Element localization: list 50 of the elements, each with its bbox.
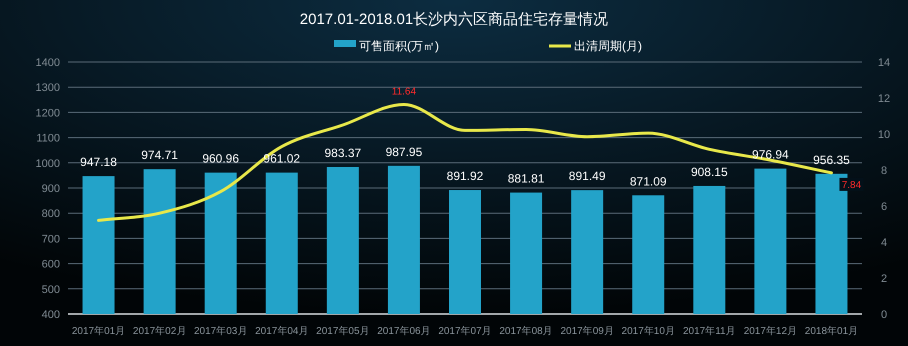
legend-label: 出清周期(月)	[574, 39, 642, 53]
data-label: 956.35	[813, 152, 850, 167]
data-label: 871.09	[630, 174, 667, 188]
y-tick-label: 700	[42, 233, 60, 246]
x-tick-label: 2017年03月	[194, 325, 248, 337]
x-tick-label: 2017年11月	[682, 325, 736, 337]
x-tick-label: 2017年09月	[560, 325, 614, 337]
y2-tick-label: 8	[880, 165, 888, 177]
x-tick-label: 2017年05月	[316, 325, 370, 337]
y-tick-label: 500	[42, 284, 60, 296]
y-tick-label: 1000	[36, 158, 60, 170]
y-tick-label: 900	[42, 183, 60, 195]
data-label: 891.92	[446, 169, 484, 184]
x-tick-label: 2017年12月	[744, 325, 798, 337]
x-tick-label: 2017年01月	[72, 325, 126, 337]
y-tick-label: 400	[42, 309, 60, 321]
x-tick-label: 2017年06月	[377, 325, 431, 337]
x-tick-label: 2018年01月	[804, 325, 858, 337]
chart-title: 2017.01-2018.01长沙内六区商品住宅存量情况	[300, 11, 608, 28]
data-label: 11.64	[392, 86, 416, 98]
y-tick-label: 1200	[36, 107, 60, 120]
y2-tick-label: 6	[880, 201, 888, 213]
y2-tick-label: 14	[878, 57, 890, 69]
y2-tick-label: 4	[880, 237, 888, 249]
x-tick-label: 2017年08月	[499, 325, 553, 337]
y2-tick-label: 12	[878, 93, 890, 105]
y2-tick-label: 0	[880, 309, 888, 321]
data-label: 908.15	[690, 164, 728, 179]
data-label: 976.94	[752, 148, 790, 162]
data-label: 947.18	[80, 155, 118, 170]
x-tick-label: 2017年10月	[622, 325, 675, 337]
data-label: 7.84	[842, 180, 862, 191]
y-tick-label: 1300	[36, 82, 60, 94]
data-label: 983.37	[324, 146, 362, 160]
x-tick-label: 2017年07月	[438, 325, 492, 337]
y-tick-label: 1100	[36, 132, 60, 145]
y2-tick-label: 2	[880, 273, 888, 285]
y2-tick-label: 10	[878, 129, 890, 141]
y-tick-label: 1400	[36, 57, 60, 69]
data-label: 974.71	[141, 148, 178, 162]
data-label: 961.02	[263, 152, 300, 166]
legend-label: 可售面积(万㎡)	[359, 39, 439, 53]
data-label: 881.81	[508, 172, 545, 186]
data-label: 891.49	[568, 169, 606, 184]
x-tick-label: 2017年04月	[255, 325, 308, 337]
y-tick-label: 600	[42, 258, 60, 271]
data-label: 987.95	[386, 144, 423, 159]
data-label: 960.96	[202, 152, 240, 166]
y-tick-label: 800	[42, 208, 60, 220]
x-tick-label: 2017年02月	[132, 325, 186, 337]
